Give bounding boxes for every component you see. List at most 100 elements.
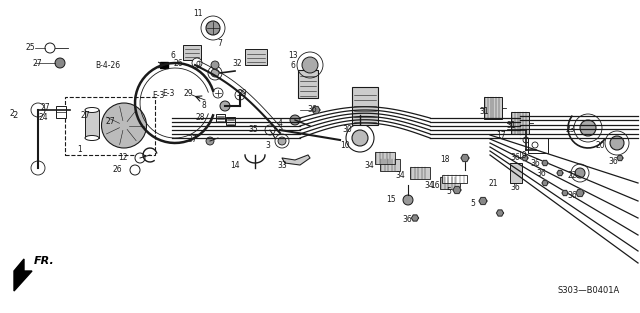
Text: 17: 17 [496, 131, 506, 141]
Ellipse shape [85, 107, 99, 112]
Bar [442, 175, 467, 183]
Circle shape [206, 21, 220, 35]
Text: 36: 36 [307, 105, 317, 115]
Circle shape [206, 137, 214, 145]
Text: 19: 19 [517, 151, 527, 160]
Circle shape [290, 115, 300, 125]
Circle shape [352, 130, 368, 146]
Text: 33: 33 [277, 162, 287, 171]
Text: 5: 5 [470, 199, 475, 208]
Text: 12: 12 [118, 153, 128, 162]
Text: 22: 22 [568, 171, 577, 179]
Text: 36: 36 [510, 153, 520, 162]
Text: 36: 36 [567, 191, 577, 199]
Polygon shape [557, 170, 563, 176]
Text: 24: 24 [38, 112, 48, 121]
Ellipse shape [85, 136, 99, 141]
Text: E-3: E-3 [163, 89, 175, 98]
Text: 4: 4 [278, 120, 283, 129]
Text: 35: 35 [248, 126, 258, 135]
Circle shape [102, 103, 147, 148]
Bar [225, 117, 234, 125]
Text: 21: 21 [488, 179, 498, 188]
Text: 34: 34 [396, 171, 405, 179]
Circle shape [31, 161, 45, 175]
Circle shape [220, 101, 230, 111]
Text: 5: 5 [446, 187, 451, 196]
Bar [245, 49, 267, 65]
Text: 20: 20 [595, 141, 605, 151]
Text: FR.: FR. [34, 256, 55, 266]
Text: 28: 28 [195, 112, 205, 121]
Polygon shape [14, 259, 32, 291]
Text: 3: 3 [265, 141, 270, 150]
Polygon shape [461, 155, 469, 162]
Polygon shape [522, 155, 528, 161]
Polygon shape [479, 198, 487, 204]
Circle shape [278, 137, 286, 145]
Polygon shape [542, 160, 548, 166]
Polygon shape [617, 155, 623, 161]
Text: 36: 36 [402, 214, 412, 223]
Text: 13: 13 [289, 52, 298, 60]
Circle shape [192, 58, 202, 68]
Text: 23: 23 [565, 126, 575, 135]
Bar [440, 177, 460, 189]
Bar [65, 97, 155, 155]
Circle shape [34, 164, 42, 172]
Text: 26: 26 [113, 166, 122, 175]
Circle shape [403, 195, 413, 205]
Text: 32: 32 [232, 59, 242, 69]
Text: 34: 34 [364, 162, 374, 171]
Circle shape [523, 137, 529, 143]
Bar [528, 138, 548, 153]
Text: 10: 10 [340, 141, 350, 150]
Text: 16: 16 [430, 182, 440, 191]
Text: 31: 31 [479, 106, 488, 115]
Bar [484, 97, 502, 119]
Circle shape [31, 103, 45, 117]
Circle shape [135, 153, 145, 163]
Text: 26: 26 [173, 59, 183, 69]
Text: 27: 27 [81, 111, 90, 121]
Text: 34: 34 [424, 182, 434, 191]
Text: 36: 36 [536, 168, 546, 177]
Bar [510, 163, 522, 183]
Circle shape [211, 61, 219, 69]
Polygon shape [282, 155, 310, 165]
Circle shape [45, 43, 55, 53]
Polygon shape [562, 190, 568, 196]
Bar [56, 106, 66, 118]
Text: 15: 15 [387, 196, 396, 204]
Polygon shape [497, 210, 504, 216]
Bar [511, 112, 529, 134]
Bar [298, 70, 318, 98]
Polygon shape [542, 180, 548, 186]
Polygon shape [312, 106, 320, 114]
Circle shape [130, 165, 140, 175]
Text: 2: 2 [10, 109, 14, 117]
Bar [85, 110, 99, 138]
Bar [380, 159, 400, 171]
Text: B-4-26: B-4-26 [95, 60, 120, 69]
Bar [352, 87, 378, 125]
Text: 27: 27 [40, 104, 50, 112]
Circle shape [302, 57, 318, 73]
Text: 29: 29 [237, 90, 246, 99]
Text: 14: 14 [230, 161, 240, 170]
Text: 25: 25 [26, 44, 35, 53]
Text: 1: 1 [77, 146, 83, 155]
Text: 37: 37 [188, 136, 197, 145]
Polygon shape [576, 190, 584, 197]
Polygon shape [412, 215, 419, 221]
Text: 31: 31 [506, 121, 516, 130]
Circle shape [211, 69, 219, 77]
Circle shape [265, 125, 275, 135]
Circle shape [610, 136, 624, 150]
Circle shape [55, 58, 65, 68]
Text: 18: 18 [440, 156, 450, 165]
Text: E-3: E-3 [152, 91, 165, 100]
Text: 2: 2 [12, 110, 18, 120]
Text: 36: 36 [608, 156, 618, 166]
Text: 8: 8 [201, 100, 206, 110]
